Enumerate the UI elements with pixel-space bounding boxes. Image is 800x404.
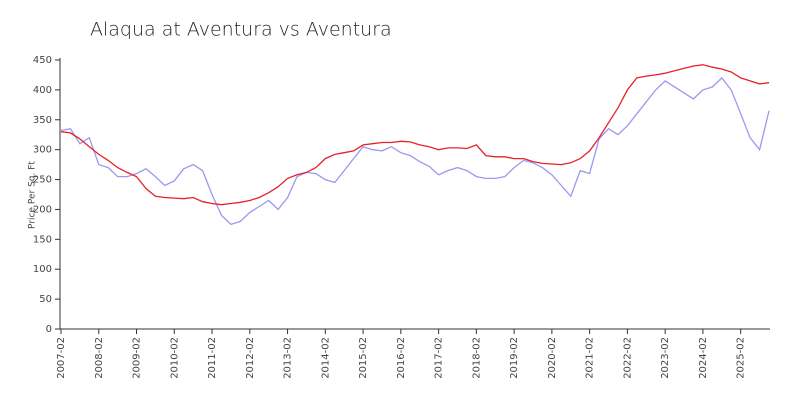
y-tick-label: 100 [33,264,52,275]
x-tick-label: 2012-02 [245,337,256,379]
y-tick-label: 200 [33,204,52,215]
x-tick-label: 2014-02 [320,337,331,379]
x-tick-label: 2021-02 [585,337,596,379]
y-tick-label: 50 [39,294,52,305]
y-tick-label: 250 [33,175,52,186]
y-tick-label: 450 [33,55,52,66]
x-tick-label: 2015-02 [358,337,369,379]
y-axis-label: Price Per Sq. Ft [28,161,38,229]
chart-title: Alaqua at Aventura vs Aventura [90,19,392,41]
series-line [60,76,770,226]
series-line [60,64,770,206]
y-tick-label: 300 [33,145,52,156]
x-tick-label: 2008-02 [94,337,105,379]
y-tick-label: 0 [46,324,52,335]
x-tick-label: 2009-02 [132,337,143,379]
y-tick-label: 150 [33,234,52,245]
x-tick-label: 2010-02 [169,337,180,379]
x-tick-label: 2018-02 [471,337,482,379]
x-tick-label: 2007-02 [56,337,67,379]
x-tick-label: 2016-02 [396,337,407,379]
x-tick-label: 2011-02 [207,337,218,379]
y-tick-label: 400 [33,85,52,96]
x-tick-label: 2024-02 [698,337,709,379]
y-tick-label: 350 [33,115,52,126]
x-tick-label: 2023-02 [660,337,671,379]
x-tick-label: 2022-02 [622,337,633,379]
x-tick-label: 2020-02 [547,337,558,379]
x-tick-label: 2017-02 [434,337,445,379]
x-tick-label: 2025-02 [736,337,747,379]
x-tick-label: 2019-02 [509,337,520,379]
x-tick-label: 2013-02 [283,337,294,379]
